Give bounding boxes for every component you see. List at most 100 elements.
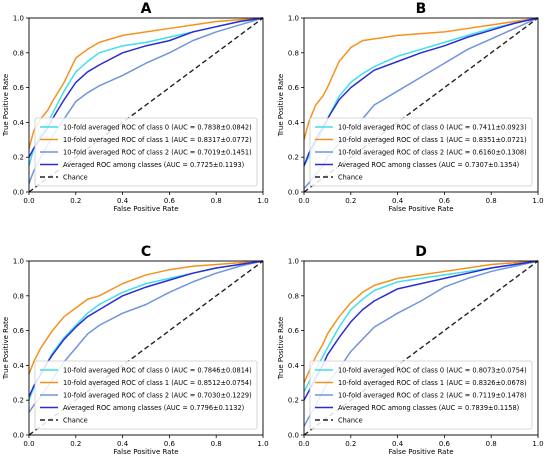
roc-panel-b: B 0.0 0.2 0.4 0.6 0.8 1.0 0.0 0.2 0.4 0.6 0.8 1.0 Fal… [277, 1, 544, 213]
legend: 10-fold averaged ROC of class 0 (AUC = 0… [34, 117, 258, 187]
legend-entry: 10-fold averaged ROC of class 1 (AUC = 0… [63, 136, 252, 144]
legend-entry: Chance [338, 174, 363, 182]
x-tick-label: 0.2 [70, 197, 81, 205]
x-tick-label: 0.4 [392, 440, 404, 448]
x-tick-label: 1.0 [532, 440, 543, 448]
x-tick-label: 1.0 [257, 440, 268, 448]
roc-curve-class1 [303, 17, 539, 140]
legend-entry: 10-fold averaged ROC of class 1 (AUC = 0… [63, 379, 252, 387]
y-axis-label: True Positive Rate [277, 74, 285, 137]
legend-entry: 10-fold averaged ROC of class 2 (AUC = 0… [63, 392, 252, 400]
legend-entry: 10-fold averaged ROC of class 2 (AUC = 0… [338, 392, 527, 400]
y-tick-label: 0.6 [13, 84, 25, 92]
panel-title: D [415, 244, 427, 260]
legend-entry: Averaged ROC among classes (AUC = 0.7796… [63, 404, 244, 412]
y-tick-label: 0.8 [288, 292, 299, 300]
x-tick-label: 0.8 [486, 440, 497, 448]
x-tick-label: 0.6 [439, 440, 451, 448]
x-tick-label: 0.0 [298, 197, 309, 205]
legend-entry: Averaged ROC among classes (AUC = 0.7839… [338, 404, 519, 412]
x-tick-label: 0.0 [23, 197, 34, 205]
x-tick-label: 0.8 [486, 197, 497, 205]
legend-entry: 10-fold averaged ROC of class 1 (AUC = 0… [338, 379, 527, 387]
x-tick-label: 0.4 [392, 197, 404, 205]
legend: 10-fold averaged ROC of class 0 (AUC = 0… [309, 117, 533, 187]
x-tick-label: 0.4 [117, 197, 129, 205]
y-tick-label: 0.2 [288, 397, 299, 405]
y-tick-label: 0.2 [13, 154, 24, 162]
y-axis-label: True Positive Rate [2, 317, 10, 380]
y-tick-label: 0.6 [288, 84, 300, 92]
x-tick-label: 0.2 [70, 440, 81, 448]
y-tick-label: 0.8 [13, 292, 24, 300]
legend-box [34, 117, 258, 187]
legend-entry: 10-fold averaged ROC of class 2 (AUC = 0… [63, 149, 252, 157]
y-tick-label: 1.0 [288, 258, 299, 266]
y-tick-label: 0.0 [288, 189, 299, 197]
legend: 10-fold averaged ROC of class 0 (AUC = 0… [309, 360, 533, 430]
y-tick-label: 1.0 [288, 15, 299, 23]
axes-frame [28, 260, 264, 436]
x-tick-label: 0.0 [23, 440, 34, 448]
legend-box [309, 117, 533, 187]
axes-frame [303, 260, 539, 436]
y-tick-label: 0.4 [13, 362, 25, 370]
axes-frame [303, 17, 539, 193]
y-tick-label: 0.4 [288, 119, 300, 127]
y-tick-label: 0.4 [288, 362, 300, 370]
y-tick-label: 0.0 [13, 189, 24, 197]
roc-curve-class1 [28, 260, 264, 375]
roc-panel-d: D 0.0 0.2 0.4 0.6 0.8 1.0 0.0 0.2 0.4 0.6 0.8 1.0 Fal… [277, 244, 544, 456]
x-axis-label: False Positive Rate [113, 205, 178, 213]
roc-curve-class1 [28, 17, 264, 149]
legend-entry: Averaged ROC among classes (AUC = 0.7307… [338, 161, 519, 169]
x-tick-label: 0.6 [164, 440, 176, 448]
x-tick-label: 0.2 [345, 197, 356, 205]
y-axis-label: True Positive Rate [277, 317, 285, 380]
x-axis-label: False Positive Rate [388, 205, 453, 213]
legend-entry: 10-fold averaged ROC of class 0 (AUC = 0… [63, 367, 252, 375]
y-axis-label: True Positive Rate [2, 74, 10, 137]
roc-curve-class1 [303, 260, 539, 384]
x-tick-label: 1.0 [257, 197, 268, 205]
legend-box [309, 360, 533, 430]
y-tick-label: 0.0 [288, 432, 299, 440]
legend-box [34, 360, 258, 430]
axes-frame [28, 17, 264, 193]
legend-entry: Chance [63, 417, 88, 425]
y-tick-label: 0.4 [13, 119, 25, 127]
y-tick-label: 0.6 [288, 327, 300, 335]
panel-title: B [416, 1, 427, 17]
panel-title: A [141, 1, 152, 17]
legend-entry: Chance [338, 417, 363, 425]
x-tick-label: 0.0 [298, 440, 309, 448]
legend: 10-fold averaged ROC of class 0 (AUC = 0… [34, 360, 258, 430]
y-tick-label: 0.2 [288, 154, 299, 162]
panel-title: C [141, 244, 151, 260]
roc-panel-c: C 0.0 0.2 0.4 0.6 0.8 1.0 0.0 0.2 0.4 0.6 0.8 1.0 Fal… [2, 244, 269, 456]
y-tick-label: 1.0 [13, 258, 24, 266]
x-tick-label: 1.0 [532, 197, 543, 205]
x-tick-label: 0.4 [117, 440, 129, 448]
y-tick-label: 0.6 [13, 327, 25, 335]
legend-entry: 10-fold averaged ROC of class 0 (AUC = 0… [338, 367, 527, 375]
legend-entry: Averaged ROC among classes (AUC = 0.7725… [63, 161, 244, 169]
y-tick-label: 0.8 [13, 49, 24, 57]
x-tick-label: 0.6 [439, 197, 451, 205]
roc-panel-a: A 0.0 0.2 0.4 0.6 0.8 1.0 0.0 0.2 0.4 0.6 0.8 1.0 Fal… [2, 1, 269, 213]
y-tick-label: 1.0 [13, 15, 24, 23]
x-axis-label: False Positive Rate [388, 448, 453, 456]
y-tick-label: 0.0 [13, 432, 24, 440]
legend-entry: 10-fold averaged ROC of class 0 (AUC = 0… [338, 124, 527, 132]
x-axis-label: False Positive Rate [113, 448, 178, 456]
x-tick-label: 0.8 [211, 197, 222, 205]
x-tick-label: 0.2 [345, 440, 356, 448]
legend-entry: 10-fold averaged ROC of class 1 (AUC = 0… [338, 136, 527, 144]
y-tick-label: 0.8 [288, 49, 299, 57]
legend-entry: 10-fold averaged ROC of class 2 (AUC = 0… [338, 149, 527, 157]
y-tick-label: 0.2 [13, 397, 24, 405]
x-tick-label: 0.6 [164, 197, 176, 205]
legend-entry: Chance [63, 174, 88, 182]
legend-entry: 10-fold averaged ROC of class 0 (AUC = 0… [63, 124, 252, 132]
